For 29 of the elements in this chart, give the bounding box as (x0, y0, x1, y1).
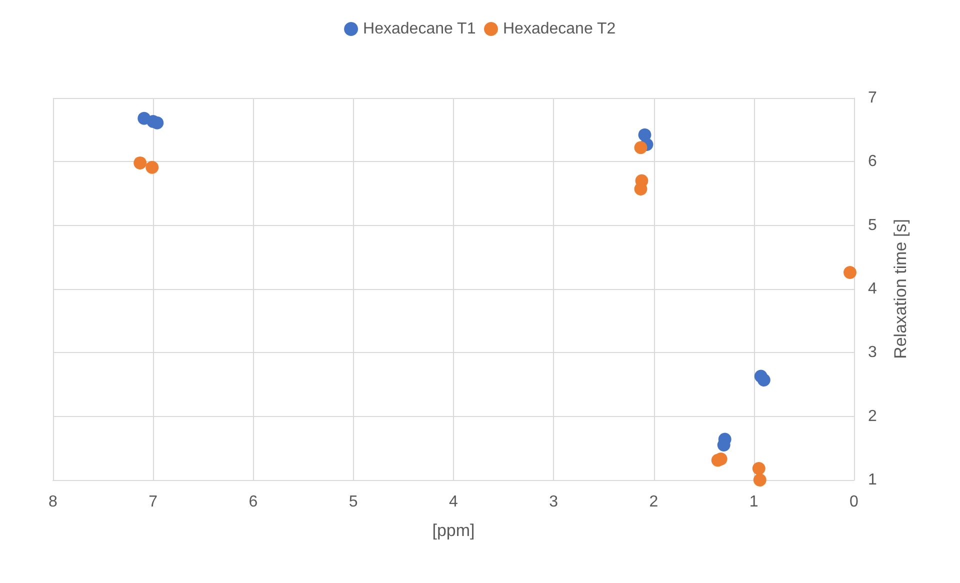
x-tick-label: 6 (248, 494, 258, 510)
point (711, 454, 724, 467)
point (146, 160, 159, 174)
point (634, 182, 648, 196)
point (634, 141, 648, 154)
x-tick-label: 5 (348, 494, 358, 510)
point (134, 156, 147, 170)
x-tick-label: 4 (449, 494, 458, 510)
point (752, 462, 766, 476)
point (753, 474, 766, 486)
x-tick-label: 1 (749, 494, 758, 510)
legend-label: Hexadecane T1 (363, 20, 476, 38)
y-tick-label: 1 (868, 472, 877, 488)
y-tick-label: 5 (868, 216, 877, 234)
point (844, 266, 856, 279)
y-axis-title: Relaxation time [s] (891, 219, 910, 359)
x-tick-label: 2 (649, 494, 658, 510)
x-tick-label: 3 (549, 494, 558, 510)
x-axis-title: [ppm] (432, 521, 475, 540)
y-tick-label: 4 (868, 280, 877, 298)
y-tick-label: 6 (868, 153, 877, 170)
point (757, 374, 770, 387)
y-tick-label: 7 (868, 90, 877, 106)
y-tick-label: 3 (868, 344, 877, 362)
x-tick-label: 8 (48, 494, 58, 510)
y-tick-label: 2 (868, 408, 877, 425)
legend-label: Hexadecane T2 (503, 20, 616, 38)
x-tick-label: 7 (148, 494, 158, 510)
x-tick-label: 0 (850, 494, 859, 510)
